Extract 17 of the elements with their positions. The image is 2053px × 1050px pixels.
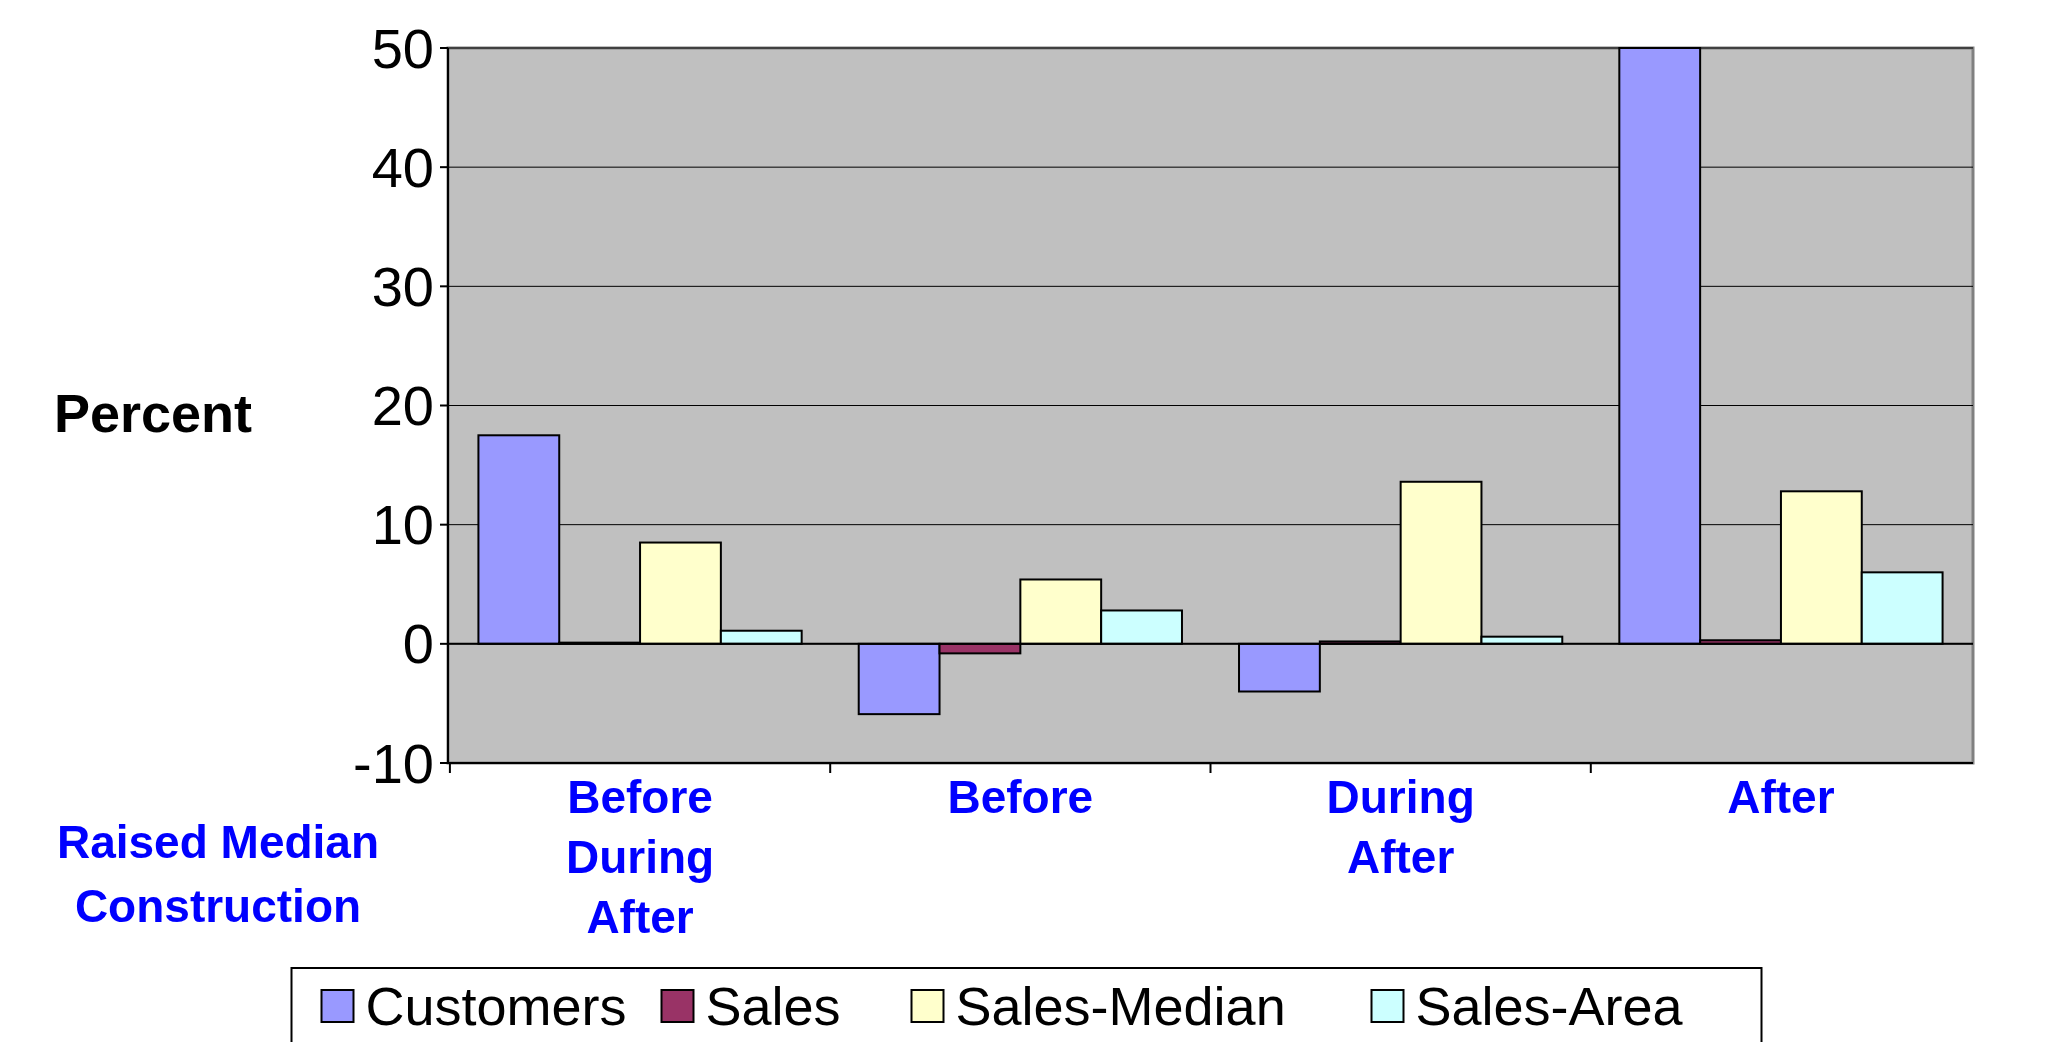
y-axis-title: Percent (53, 382, 253, 443)
y-tick-label: 30 (371, 254, 434, 318)
legend-label: Sales (705, 975, 841, 1036)
x-tick-label: During After (1326, 771, 1475, 883)
x-tick-label: After (1727, 771, 1835, 823)
y-tick-label: 0 (402, 612, 434, 676)
y-tick-label: 20 (371, 374, 434, 438)
y-tick-label: 40 (371, 135, 434, 199)
y-tick-label: 50 (371, 16, 434, 80)
legend-label: Sales-Median (955, 975, 1286, 1036)
x-axis-title: Raised Median Construction (56, 816, 380, 932)
y-tick-label: 10 (371, 493, 434, 557)
legend-label: Sales-Area (1415, 975, 1684, 1036)
legend-label: Customers (365, 975, 627, 1036)
y-tick-label: -10 (353, 731, 434, 795)
x-tick-label: Before (947, 771, 1094, 823)
x-tick-label: Before During After (565, 771, 715, 943)
